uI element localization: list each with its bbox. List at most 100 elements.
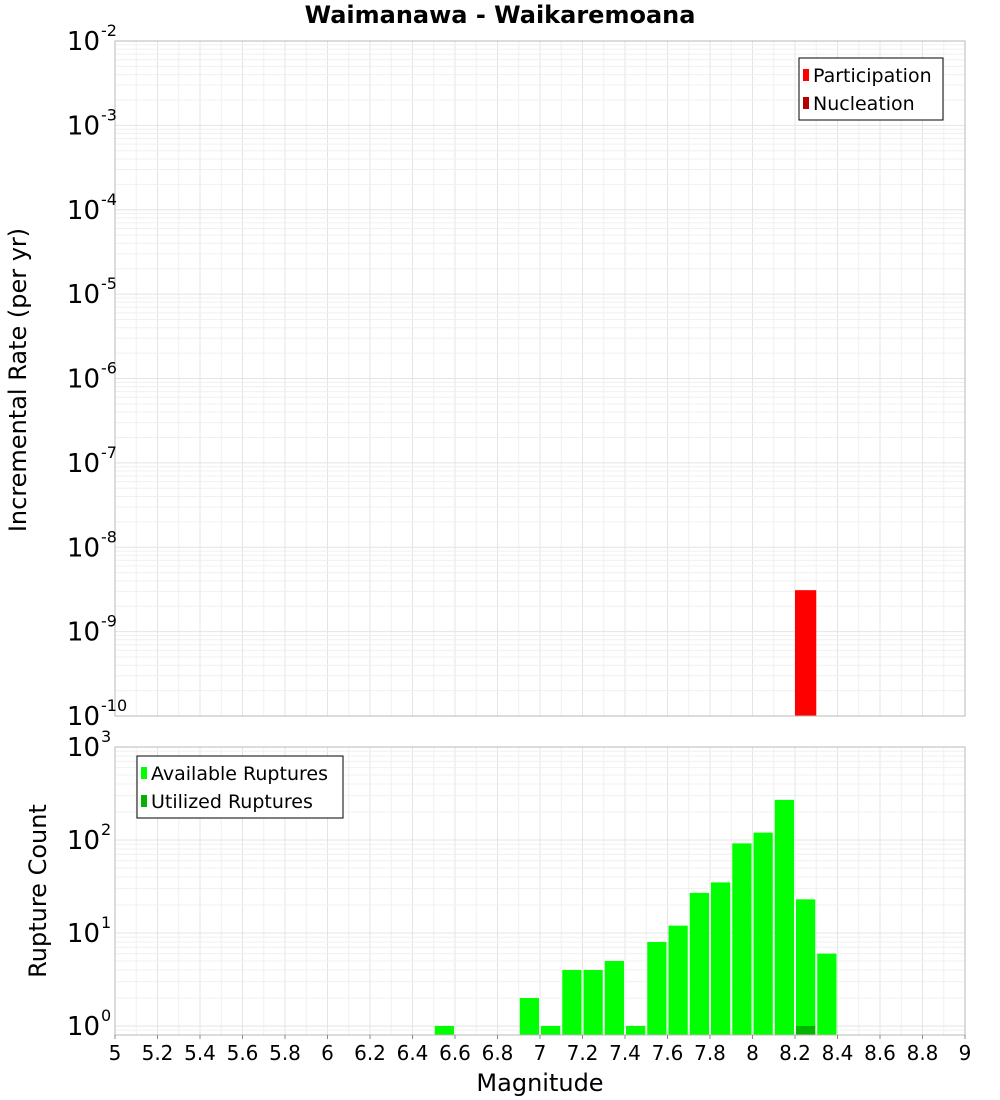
y-tick-base: 10 (67, 280, 100, 310)
y-tick-exponent: 1 (101, 913, 111, 932)
y-tick-base: 10 (67, 449, 100, 479)
count-y-tick: 10 1 (67, 913, 111, 949)
legend-label: Utilized Ruptures (151, 791, 313, 813)
y-tick-base: 10 (67, 1012, 100, 1042)
x-tick-label: 5.8 (269, 1041, 301, 1065)
x-tick-label: 6.2 (354, 1041, 386, 1065)
utilized-ruptures-bar (796, 1025, 816, 1035)
y-tick-exponent: -5 (101, 274, 117, 293)
rate-y-tick-labels: 10-210-310-410-510-610-710-810-910-10 (67, 21, 127, 732)
x-tick-label: 7.2 (567, 1041, 599, 1065)
y-tick-exponent: 0 (101, 1006, 111, 1025)
available-ruptures-bar (583, 969, 603, 1035)
y-tick-exponent: -8 (101, 527, 117, 546)
count-bars (434, 799, 837, 1035)
x-tick-label: 8.2 (779, 1041, 811, 1065)
x-tick-label: 6 (321, 1041, 334, 1065)
available-ruptures-bar (434, 1025, 454, 1035)
y-tick-base: 10 (67, 702, 100, 732)
available-ruptures-bar (519, 997, 539, 1035)
y-tick-exponent: -7 (101, 443, 117, 462)
chart-title: Waimanawa - Waikaremoana (305, 1, 696, 29)
legend-box (798, 57, 944, 121)
available-ruptures-bar (626, 1025, 646, 1035)
x-tick-label: 6.6 (439, 1041, 471, 1065)
x-tick-label: 7.4 (609, 1041, 641, 1065)
legend-swatch (141, 795, 147, 807)
legend-swatch (803, 97, 809, 109)
x-tick-label: 8.4 (822, 1041, 854, 1065)
rate-y-tick: 10 -7 (67, 443, 117, 479)
rate-plot-frame (114, 40, 966, 717)
rate-y-tick: 10 -6 (67, 359, 117, 395)
available-ruptures-bar (647, 942, 667, 1035)
rate-gridlines (114, 40, 966, 717)
available-ruptures-bar (796, 899, 816, 1035)
available-ruptures-bar (817, 953, 837, 1035)
available-ruptures-bar (541, 1025, 561, 1035)
y-tick-base: 10 (67, 826, 100, 856)
y-tick-base: 10 (67, 111, 100, 141)
rate-y-tick: 10 -9 (67, 612, 117, 648)
x-tick-label: 8.8 (907, 1041, 939, 1065)
legend-label: Nucleation (813, 93, 915, 115)
y-tick-base: 10 (67, 618, 100, 648)
available-ruptures-bar (562, 969, 582, 1035)
rate-y-tick: 10 -3 (67, 105, 117, 141)
count-y-tick: 10 2 (67, 820, 111, 856)
count-legend: Available Ruptures Utilized Ruptures (136, 755, 344, 819)
available-ruptures-bar (753, 832, 773, 1035)
rate-y-axis-label: Incremental Rate (per yr) (4, 228, 32, 532)
participation-bar (795, 590, 817, 716)
legend-label: Participation (813, 65, 932, 87)
y-tick-base: 10 (67, 196, 100, 226)
x-axis-label: Magnitude (476, 1069, 603, 1097)
rate-y-tick: 10 -4 (67, 190, 117, 226)
y-tick-base: 10 (67, 27, 100, 57)
rate-legend: Participation Nucleation (798, 57, 944, 121)
available-ruptures-bar (689, 892, 709, 1035)
y-tick-base: 10 (67, 919, 100, 949)
available-ruptures-bar (774, 799, 794, 1035)
y-tick-exponent: -6 (101, 359, 117, 378)
y-tick-base: 10 (67, 733, 100, 763)
rate-y-tick: 10 -5 (67, 274, 117, 310)
x-tick-label: 5.2 (142, 1041, 174, 1065)
y-tick-exponent: -9 (101, 612, 117, 631)
y-tick-exponent: -4 (101, 190, 117, 209)
rate-y-tick: 10 -2 (67, 21, 117, 57)
count-y-axis-label: Rupture Count (24, 804, 52, 978)
available-ruptures-bar (604, 960, 624, 1035)
count-y-tick: 10 0 (67, 1006, 111, 1042)
y-tick-exponent: 3 (101, 727, 111, 746)
legend-label: Available Ruptures (151, 763, 328, 785)
x-tick-label: 5.4 (184, 1041, 216, 1065)
x-tick-label: 9 (959, 1041, 972, 1065)
rate-bars (795, 590, 817, 716)
y-tick-exponent: 2 (101, 820, 111, 839)
y-tick-exponent: -2 (101, 21, 117, 40)
available-ruptures-bar (711, 882, 731, 1035)
legend-box (136, 755, 344, 819)
legend-swatch (141, 767, 147, 779)
x-tick-labels: 5 5.2 5.4 5.6 5.8 6 6.2 6.4 6.6 6.8 7 7.2 7.4 7.6 7.8 8… (109, 1035, 972, 1065)
y-tick-exponent: -3 (101, 105, 117, 124)
x-tick-label: 6.4 (397, 1041, 429, 1065)
rate-y-tick: 10 -10 (67, 696, 127, 732)
x-tick-label: 5 (109, 1041, 122, 1065)
x-tick-label: 6.8 (482, 1041, 514, 1065)
y-tick-base: 10 (67, 533, 100, 563)
legend-swatch (803, 69, 809, 81)
x-tick-label: 7.6 (652, 1041, 684, 1065)
available-ruptures-bar (668, 925, 688, 1035)
x-tick-label: 8.6 (864, 1041, 896, 1065)
y-tick-exponent: -10 (101, 696, 127, 715)
available-ruptures-bar (732, 843, 752, 1035)
x-tick-label: 7.8 (694, 1041, 726, 1065)
count-y-tick: 10 3 (67, 727, 111, 763)
y-tick-base: 10 (67, 365, 100, 395)
x-tick-label: 5.6 (227, 1041, 259, 1065)
